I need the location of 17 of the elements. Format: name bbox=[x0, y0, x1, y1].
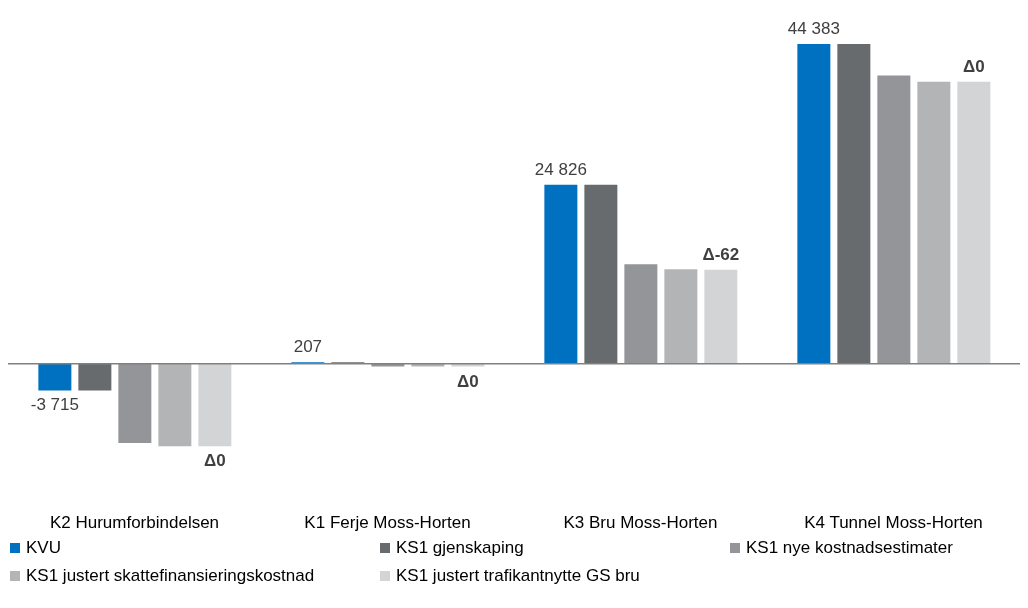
legend-label: KVU bbox=[26, 538, 61, 558]
data-label: Δ0 bbox=[963, 56, 985, 76]
data-label: Δ0 bbox=[204, 451, 226, 471]
data-label: Δ-62 bbox=[702, 244, 740, 264]
legend-label: KS1 justert skattefinansieringskostnad bbox=[26, 566, 315, 586]
legend-label: KS1 gjenskaping bbox=[396, 538, 524, 558]
legend-label: KS1 justert trafikantnytte GS bru bbox=[396, 566, 640, 586]
x-tick-label: K2 Hurumforbindelsen bbox=[49, 513, 220, 533]
data-label: 44 383 bbox=[787, 18, 840, 38]
data-label: -3 715 bbox=[30, 395, 79, 415]
x-tick-label: K3 Bru Moss-Horten bbox=[563, 513, 718, 533]
data-label: 207 bbox=[293, 337, 323, 357]
data-label: 24 826 bbox=[534, 159, 587, 179]
x-tick-label: K1 Ferje Moss-Horten bbox=[304, 513, 471, 533]
legend-label: KS1 nye kostnadsestimater bbox=[746, 538, 953, 558]
x-tick-label: K4 Tunnel Moss-Horten bbox=[804, 513, 983, 533]
data-label: Δ0 bbox=[457, 371, 479, 391]
